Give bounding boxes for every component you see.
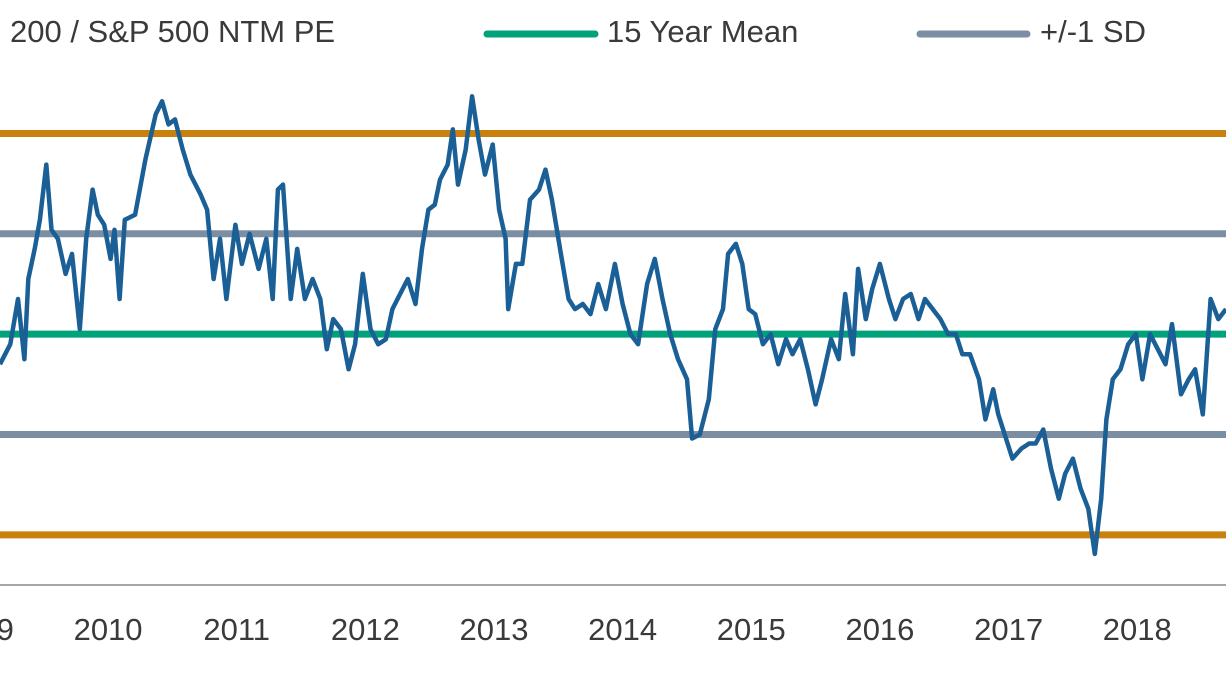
data-line [0,94,1226,557]
x-tick-label: 2015 [717,612,786,647]
x-tick-label: 2012 [331,612,400,647]
x-tick-label: 2017 [974,612,1043,647]
x-tick-label: 2009 [0,612,14,647]
x-tick-label: 2018 [1103,612,1172,647]
legend-label: 200 / S&P 500 NTM PE [10,14,335,49]
x-tick-label: 2013 [460,612,529,647]
legend-label: +/-1 SD [1040,14,1146,49]
x-tick-label: 2016 [845,612,914,647]
x-tick-label: 2011 [203,612,270,647]
x-tick-label: 2014 [588,612,657,647]
legend-label: 15 Year Mean [607,14,798,49]
x-tick-label: 2010 [74,612,143,647]
